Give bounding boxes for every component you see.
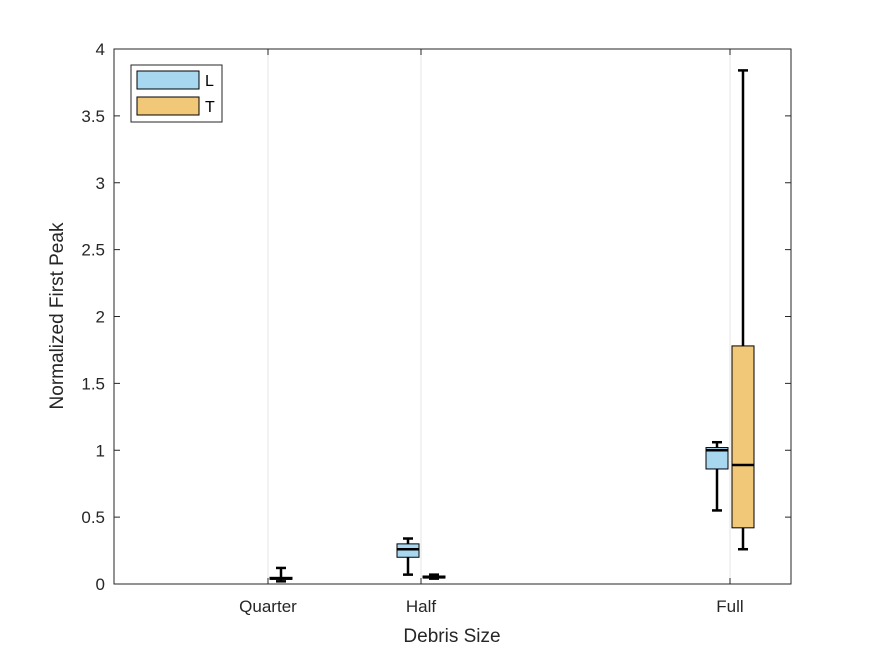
box-L-half bbox=[396, 537, 420, 576]
y-axis-title: Normalized First Peak bbox=[47, 222, 68, 409]
box-iqr bbox=[731, 345, 755, 529]
legend-label-L: L bbox=[205, 73, 214, 90]
boxes bbox=[269, 69, 755, 583]
y-tick-label: 1.5 bbox=[81, 374, 105, 393]
y-tick-label: 4 bbox=[96, 40, 105, 59]
box-T-quarter bbox=[269, 566, 293, 583]
y-tick-label: 0 bbox=[96, 575, 105, 594]
box-iqr bbox=[705, 447, 729, 470]
y-tick-label: 1 bbox=[96, 441, 105, 460]
grid-lines bbox=[267, 49, 731, 584]
y-tick-label: 0.5 bbox=[81, 508, 105, 527]
box-iqr bbox=[396, 543, 420, 558]
y-axis-ticks: 0 0.5 1 1.5 2 2.5 3 3.5 4 bbox=[81, 40, 791, 594]
box-L-full bbox=[705, 440, 729, 512]
x-tick-label-quarter: Quarter bbox=[239, 597, 297, 616]
x-tick-label-full: Full bbox=[716, 597, 743, 616]
x-axis-title: Debris Size bbox=[403, 626, 500, 647]
plot-area bbox=[114, 49, 791, 584]
box-T-half bbox=[422, 573, 446, 580]
x-axis-ticks: Quarter Half Full bbox=[239, 49, 744, 616]
legend-swatch-T bbox=[136, 96, 200, 116]
x-tick-label-half: Half bbox=[406, 597, 437, 616]
y-tick-label: 2.5 bbox=[81, 241, 105, 260]
box-T-full bbox=[731, 69, 755, 551]
legend: L T bbox=[130, 64, 223, 123]
y-tick-label: 3.5 bbox=[81, 107, 105, 126]
y-tick-label: 3 bbox=[96, 174, 105, 193]
y-tick-label: 2 bbox=[96, 308, 105, 327]
legend-label-T: T bbox=[205, 99, 215, 116]
legend-swatch-L bbox=[136, 70, 200, 90]
